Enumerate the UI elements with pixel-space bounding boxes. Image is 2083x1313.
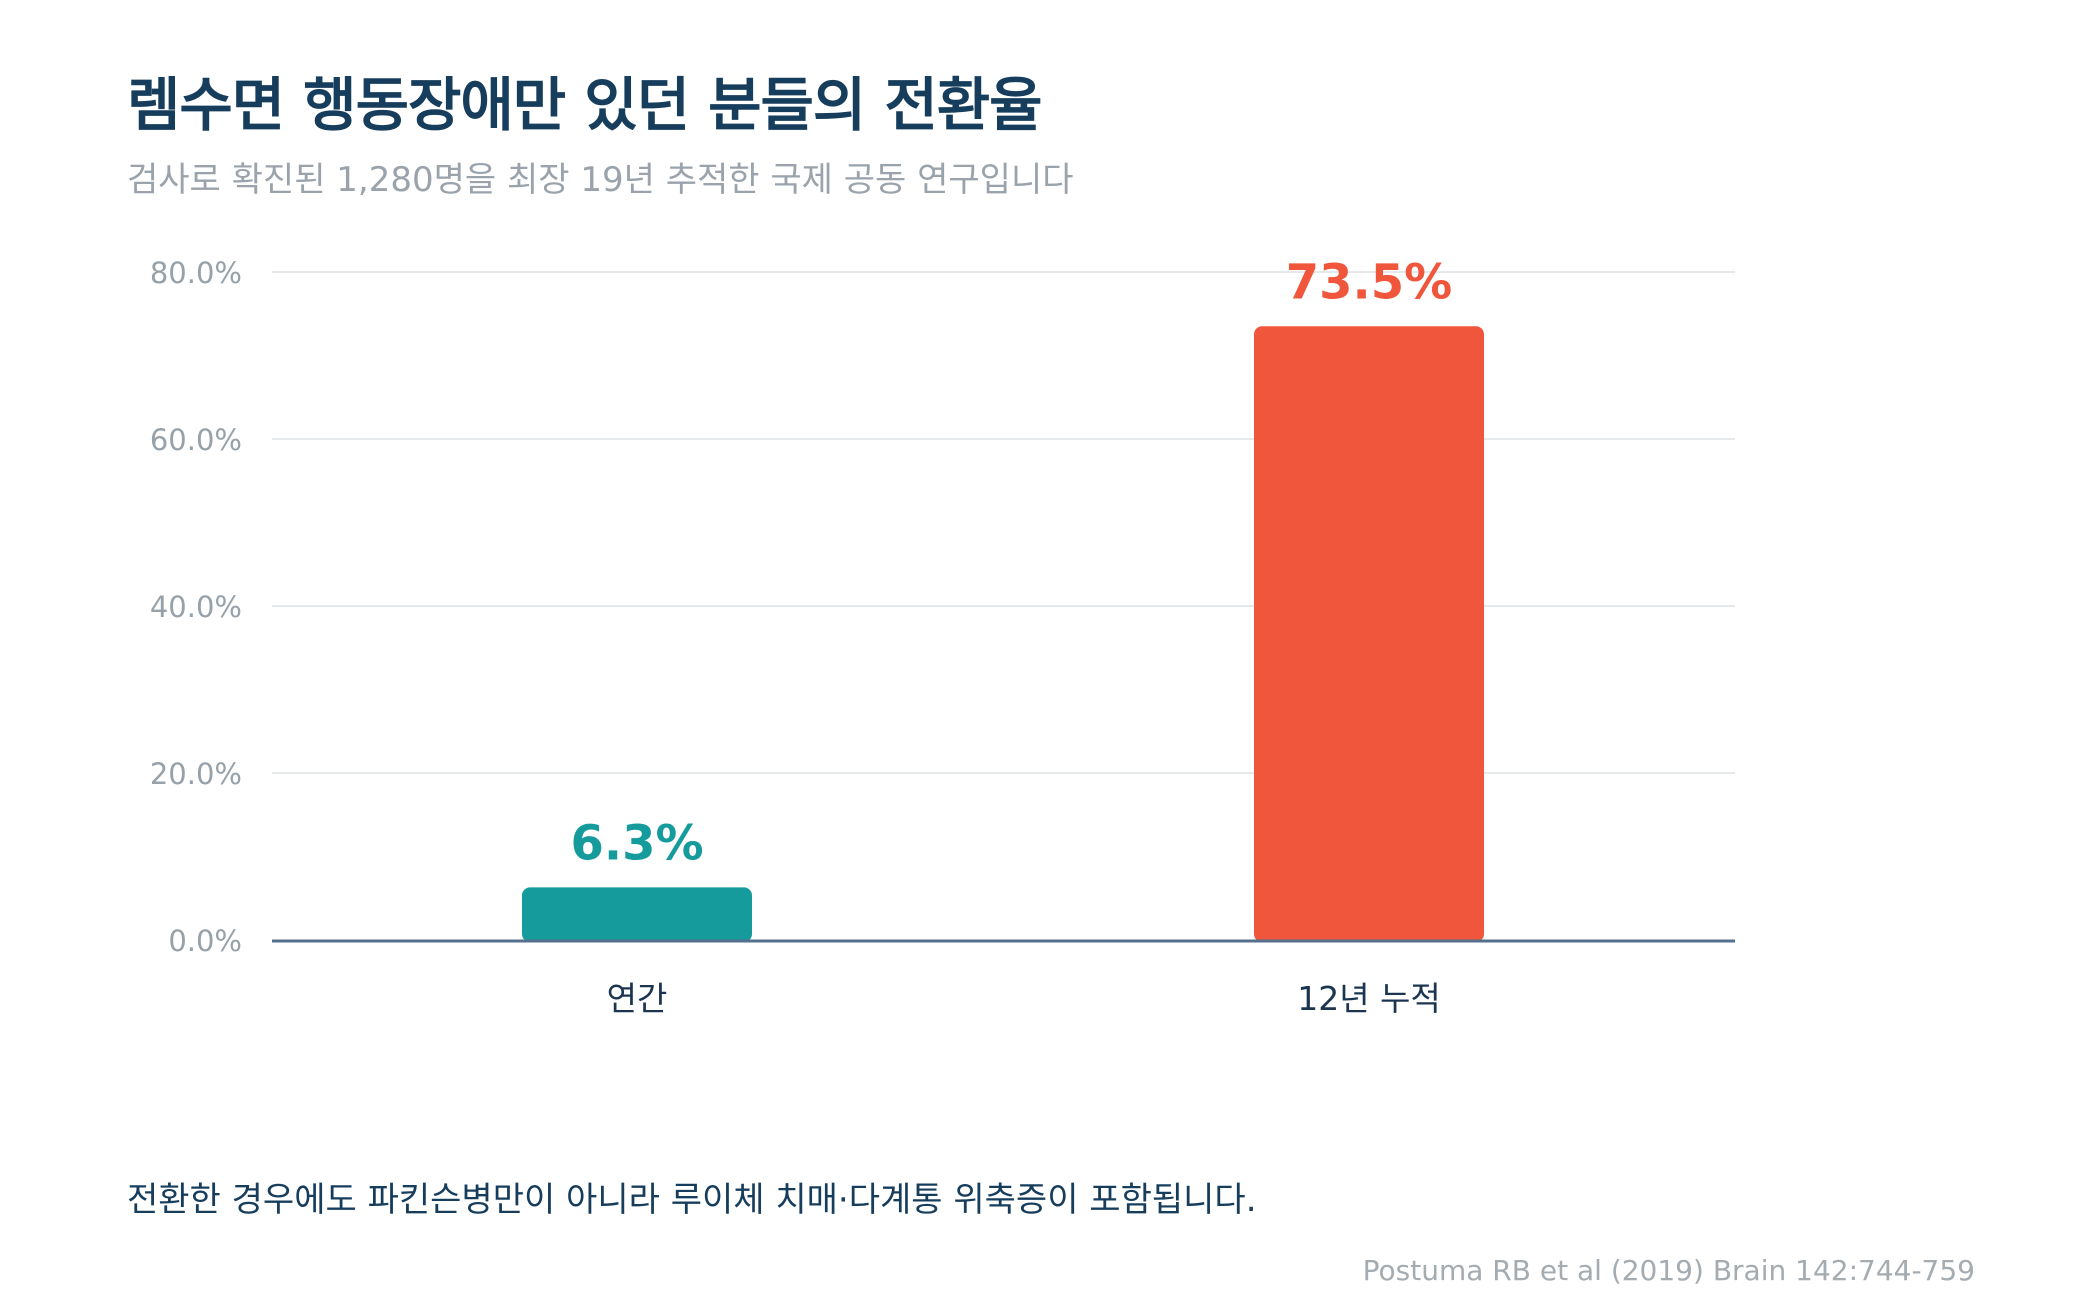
chart-subtitle: 검사로 확진된 1,280명을 최장 19년 추적한 국제 공동 연구입니다 bbox=[127, 160, 1074, 200]
gridlines bbox=[272, 271, 1735, 774]
x-axis-ticks: 연간 12년 누적 bbox=[607, 979, 1441, 1018]
y-tick-label: 40.0% bbox=[150, 590, 242, 624]
chart-title: 렘수면 행동장애만 있던 분들의 전환율 bbox=[127, 71, 1043, 139]
y-tick-label: 60.0% bbox=[150, 423, 242, 457]
source-citation: Postuma RB et al (2019) Brain 142:744-75… bbox=[1362, 1254, 1975, 1287]
data-labels: 6.3% 73.5% bbox=[570, 254, 1452, 871]
x-tick-label: 12년 누적 bbox=[1297, 979, 1441, 1018]
bar bbox=[1254, 326, 1484, 942]
y-tick-label: 80.0% bbox=[150, 256, 242, 290]
x-tick-label: 연간 bbox=[607, 979, 668, 1018]
footnote: 전환한 경우에도 파킨슨병만이 아니라 루이체 치매·다계통 위축증이 포함됩니… bbox=[127, 1180, 1257, 1220]
data-label: 6.3% bbox=[570, 815, 703, 871]
data-label: 73.5% bbox=[1286, 254, 1453, 310]
y-tick-label: 0.0% bbox=[168, 924, 242, 958]
y-tick-label: 20.0% bbox=[150, 757, 242, 791]
y-axis-ticks: 0.0% 20.0% 40.0% 60.0% 80.0% bbox=[150, 256, 242, 958]
bar bbox=[522, 887, 752, 942]
bars bbox=[522, 326, 1484, 942]
